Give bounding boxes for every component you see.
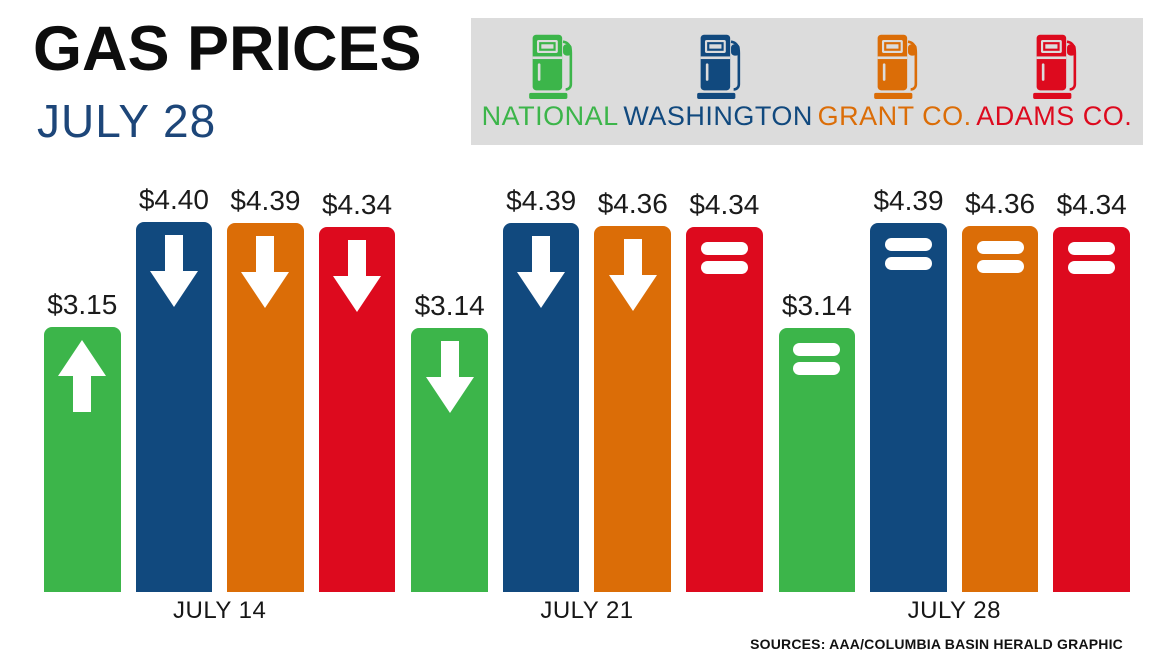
bar-national-july-21 [411,328,488,592]
legend: NATIONAL WASHINGTON GRANT CO. ADAMS CO. [471,18,1143,145]
legend-label: GRANT CO. [817,101,972,131]
bar-chart: $3.15 $4.40 $4.39 $4.34 $3.14 $4.39 $4.36 $4.34… [44,184,1130,592]
source-credit: SOURCES: AAA/COLUMBIA BASIN HERALD GRAPH… [750,636,1123,652]
gas-pump-icon [697,34,741,99]
legend-item-grant-co: GRANT CO. [818,33,972,132]
bar-value-label: $4.39 [230,185,301,216]
trend-up-icon [58,340,107,412]
bar-value-label: $4.34 [689,189,760,220]
bar-col-washington-july-28: $4.39 [870,185,947,592]
bar-value-label: $4.36 [597,188,668,219]
trend-equal-icon [793,343,841,375]
bar-adams-co-july-21 [686,227,763,592]
trend-down-icon [608,239,657,311]
bar-national-july-14 [44,327,121,592]
bar-col-grant-co-july-14: $4.39 [227,185,304,592]
bar-col-grant-co-july-28: $4.36 [961,188,1039,592]
bar-washington-july-21 [502,223,580,592]
bar-group-july-21: $3.14 $4.39 $4.36 $4.34 [411,185,763,592]
bar-value-label: $4.39 [506,185,577,216]
legend-label: ADAMS CO. [976,101,1133,131]
bar-col-adams-co-july-14: $4.34 [318,189,396,592]
bar-value-label: $4.40 [138,184,209,215]
bar-value-label: $4.36 [965,188,1036,219]
bar-value-label: $4.39 [873,185,944,216]
bar-col-adams-co-july-28: $4.34 [1053,189,1130,592]
bar-national-july-28 [778,328,856,592]
trend-equal-icon [700,242,748,274]
legend-item-national: NATIONAL [482,33,619,132]
bar-col-adams-co-july-21: $4.34 [686,189,763,592]
trend-down-icon [517,236,566,308]
bar-group-july-14: $3.15 $4.40 $4.39 $4.34 [44,184,396,592]
category-label-july-28: JULY 28 [907,597,1001,624]
bar-grant-co-july-14 [227,223,304,592]
trend-down-icon [333,240,382,312]
bar-col-national-july-21: $3.14 [411,290,488,592]
bar-col-washington-july-14: $4.40 [135,184,213,592]
bar-col-national-july-14: $3.15 [44,289,121,592]
trend-equal-icon [976,241,1024,273]
legend-item-adams-co: ADAMS CO. [976,33,1132,132]
legend-label: WASHINGTON [623,101,813,131]
bar-group-july-28: $3.14 $4.39 $4.36 $4.34 [778,185,1130,592]
bar-value-label: $4.34 [1056,189,1127,220]
trend-down-icon [425,341,474,413]
category-label-july-14: JULY 14 [172,597,267,624]
bar-washington-july-14 [135,222,213,592]
trend-equal-icon [1068,242,1116,274]
legend-label: NATIONAL [481,101,619,131]
trend-down-icon [241,236,290,308]
bar-col-national-july-28: $3.14 [778,290,856,592]
gas-pump-icon [1033,34,1077,99]
gas-pump-icon [529,34,573,99]
page-subtitle: JULY 28 [37,95,217,147]
bar-adams-co-july-14 [318,227,396,592]
trend-equal-icon [885,238,933,270]
trend-down-icon [149,235,198,307]
bar-value-label: $4.34 [321,189,393,220]
bar-washington-july-28 [870,223,947,592]
bar-value-label: $3.14 [781,290,852,321]
category-axis: JULY 14 JULY 21 JULY 28 [44,597,1130,625]
bar-grant-co-july-28 [961,226,1039,592]
category-label-july-21: JULY 21 [540,597,634,624]
bar-col-washington-july-21: $4.39 [502,185,580,592]
page-title: GAS PRICES [33,14,422,84]
gas-pump-icon [873,34,917,99]
legend-item-washington: WASHINGTON [623,33,813,132]
bar-value-label: $3.15 [47,289,118,320]
bar-col-grant-co-july-21: $4.36 [594,188,672,592]
bar-grant-co-july-21 [594,226,672,592]
bar-value-label: $3.14 [414,290,485,321]
bar-adams-co-july-28 [1053,227,1130,592]
